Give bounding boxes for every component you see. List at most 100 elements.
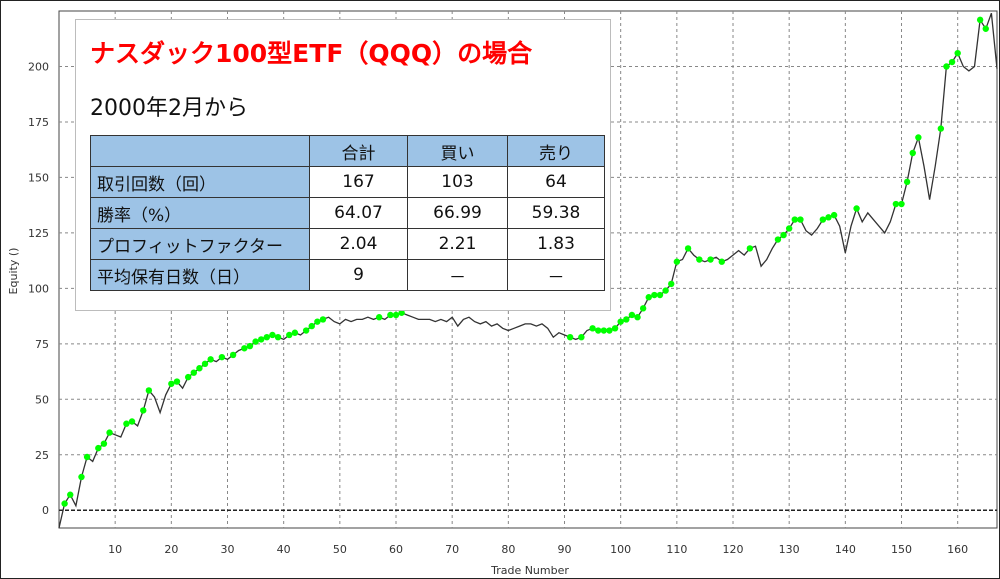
- equity-high-marker: [291, 329, 299, 336]
- equity-high-marker: [819, 216, 827, 223]
- y-tick-label: 75: [35, 338, 49, 351]
- equity-high-marker: [78, 473, 85, 481]
- cell-total: 2.04: [309, 228, 408, 260]
- equity-high-marker: [578, 333, 585, 341]
- cell-sell: 1.83: [507, 228, 605, 260]
- equity-high-marker: [668, 280, 675, 288]
- equity-high-marker: [173, 378, 181, 385]
- cell-sell: 64: [507, 166, 605, 198]
- equity-high-marker: [398, 309, 405, 316]
- equity-high-marker: [830, 211, 838, 219]
- equity-high-marker: [218, 353, 226, 361]
- equity-high-marker: [617, 318, 624, 325]
- header-total: 合計: [309, 135, 408, 167]
- equity-high-marker: [392, 311, 400, 319]
- header-blank: [90, 135, 310, 167]
- summary-box: ナスダック100型ETF（QQQ）の場合 2000年2月から 合計 買い 売り …: [75, 19, 611, 311]
- equity-high-marker: [718, 258, 725, 265]
- equity-high-marker: [611, 325, 619, 332]
- equity-high-marker: [662, 287, 669, 294]
- equity-high-marker: [903, 178, 911, 186]
- equity-high-marker: [207, 356, 214, 363]
- equity-high-marker: [943, 63, 950, 70]
- equity-high-marker: [623, 316, 630, 323]
- equity-high-marker: [286, 331, 293, 339]
- summary-title: ナスダック100型ETF（QQQ）の場合: [90, 39, 533, 68]
- row-label: プロフィットファクター: [90, 228, 310, 260]
- equity-high-marker: [308, 322, 315, 330]
- x-tick-label: 60: [389, 543, 403, 556]
- equity-high-marker: [252, 338, 259, 345]
- y-tick-label: 50: [35, 393, 49, 406]
- equity-high-marker: [639, 305, 647, 312]
- equity-high-marker: [589, 325, 596, 332]
- stats-table: 合計 買い 売り 取引回数（回） 167 103 64 勝率（%） 64.07 …: [90, 135, 605, 291]
- cell-buy: 2.21: [407, 228, 508, 260]
- stats-header-row: 合計 買い 売り: [90, 135, 605, 167]
- header-buy: 買い: [407, 135, 508, 167]
- equity-high-marker: [937, 125, 945, 132]
- y-tick-label: 200: [28, 60, 49, 73]
- cell-buy: 66.99: [407, 197, 508, 229]
- stats-row-trades: 取引回数（回） 167 103 64: [90, 166, 605, 198]
- equity-high-marker: [140, 407, 147, 414]
- x-tick-label: 70: [445, 543, 459, 556]
- equity-high-marker: [190, 369, 198, 376]
- x-tick-label: 30: [221, 543, 235, 556]
- equity-high-marker: [600, 327, 608, 334]
- x-tick-label: 50: [333, 543, 347, 556]
- header-sell: 売り: [507, 135, 605, 167]
- y-tick-label: 100: [28, 282, 49, 295]
- equity-high-marker: [274, 333, 282, 341]
- equity-high-marker: [106, 429, 113, 436]
- cell-buy: －: [407, 259, 508, 291]
- y-tick-label: 150: [28, 171, 49, 184]
- equity-high-marker: [314, 318, 321, 325]
- y-tick-label: 125: [28, 227, 49, 240]
- equity-high-marker: [61, 500, 68, 507]
- equity-high-marker: [269, 331, 276, 339]
- equity-high-marker: [976, 16, 984, 24]
- x-tick-label: 80: [501, 543, 515, 556]
- row-label: 平均保有日数（日）: [90, 259, 310, 291]
- equity-high-marker: [628, 311, 636, 319]
- equity-high-marker: [696, 256, 703, 263]
- equity-high-marker: [128, 418, 136, 425]
- equity-high-marker: [656, 291, 664, 299]
- equity-high-marker: [785, 225, 793, 232]
- equity-high-marker: [606, 327, 613, 334]
- equity-high-marker: [595, 327, 602, 334]
- equity-high-marker: [229, 351, 237, 359]
- equity-high-marker: [707, 256, 714, 263]
- row-label: 取引回数（回）: [90, 166, 310, 198]
- equity-high-marker: [746, 245, 754, 252]
- equity-high-marker: [67, 491, 74, 498]
- equity-high-marker: [387, 311, 394, 319]
- stats-row-winrate: 勝率（%） 64.07 66.99 59.38: [90, 197, 605, 229]
- x-tick-label: 100: [610, 543, 631, 556]
- cell-sell: 59.38: [507, 197, 605, 229]
- equity-high-marker: [83, 453, 91, 461]
- y-tick-label: 25: [35, 449, 49, 462]
- equity-high-marker: [948, 58, 956, 66]
- x-tick-label: 110: [666, 543, 687, 556]
- x-axis-label: Trade Number: [490, 564, 569, 577]
- x-tick-label: 120: [723, 543, 744, 556]
- equity-high-marker: [246, 342, 254, 350]
- y-tick-label: 0: [42, 504, 49, 517]
- y-axis-label: Equity (): [7, 248, 20, 295]
- equity-high-marker: [168, 380, 175, 387]
- equity-high-marker: [791, 216, 798, 223]
- equity-high-marker: [123, 420, 130, 427]
- cell-buy: 103: [407, 166, 508, 198]
- equity-high-marker: [909, 149, 916, 157]
- y-tick-label: 175: [28, 116, 49, 129]
- equity-high-marker: [196, 365, 203, 372]
- equity-high-marker: [566, 333, 574, 341]
- equity-high-marker: [263, 333, 271, 341]
- x-tick-label: 160: [947, 543, 968, 556]
- cell-total: 64.07: [309, 197, 408, 229]
- x-tick-label: 150: [891, 543, 912, 556]
- x-tick-label: 130: [779, 543, 800, 556]
